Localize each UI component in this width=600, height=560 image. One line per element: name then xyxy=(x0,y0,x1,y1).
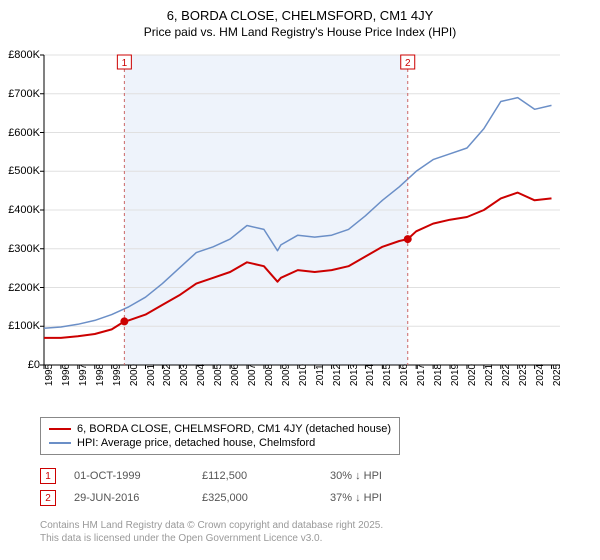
x-tick-label: 2005 xyxy=(213,364,224,386)
x-tick-label: 1996 xyxy=(61,364,72,386)
x-tick-label: 1995 xyxy=(44,364,55,386)
y-tick-label: £500K xyxy=(8,165,40,177)
x-tick-label: 2020 xyxy=(467,364,478,386)
legend-label: 6, BORDA CLOSE, CHELMSFORD, CM1 4JY (det… xyxy=(77,423,391,435)
x-tick-label: 2013 xyxy=(349,364,360,386)
marker-price: £112,500 xyxy=(202,470,312,482)
y-tick-label: £400K xyxy=(8,204,40,216)
legend-label: HPI: Average price, detached house, Chel… xyxy=(77,437,315,449)
y-tick-label: £800K xyxy=(8,49,40,61)
x-tick-label: 2014 xyxy=(365,364,376,386)
chart-title: 6, BORDA CLOSE, CHELMSFORD, CM1 4JY xyxy=(0,0,600,23)
chart-plot-area: 12 £0£100K£200K£300K£400K£500K£600K£700K… xyxy=(4,45,564,405)
x-tick-label: 2017 xyxy=(416,364,427,386)
marker-row: 2 29-JUN-2016 £325,000 37% ↓ HPI xyxy=(40,487,600,509)
x-tick-label: 2012 xyxy=(332,364,343,386)
x-tick-label: 2004 xyxy=(196,364,207,386)
y-tick-label: £700K xyxy=(8,88,40,100)
marker-delta: 30% ↓ HPI xyxy=(330,470,440,482)
marker-badge: 1 xyxy=(40,468,56,484)
legend-swatch xyxy=(49,428,71,430)
legend-item: 6, BORDA CLOSE, CHELMSFORD, CM1 4JY (det… xyxy=(49,422,391,436)
footer-line-1: Contains HM Land Registry data © Crown c… xyxy=(40,519,600,532)
x-tick-label: 2003 xyxy=(179,364,190,386)
x-tick-label: 2018 xyxy=(433,364,444,386)
x-tick-label: 2021 xyxy=(484,364,495,386)
legend-swatch xyxy=(49,442,71,444)
x-tick-label: 2009 xyxy=(281,364,292,386)
footer-line-2: This data is licensed under the Open Gov… xyxy=(40,532,600,545)
y-tick-label: £300K xyxy=(8,243,40,255)
marker-delta: 37% ↓ HPI xyxy=(330,492,440,504)
marker-badge: 2 xyxy=(40,490,56,506)
x-tick-label: 2016 xyxy=(399,364,410,386)
chart-svg: 12 xyxy=(4,45,564,405)
marker-date: 29-JUN-2016 xyxy=(74,492,184,504)
chart-container: 6, BORDA CLOSE, CHELMSFORD, CM1 4JY Pric… xyxy=(0,0,600,560)
x-tick-label: 2011 xyxy=(315,364,326,386)
x-tick-label: 2025 xyxy=(552,364,563,386)
x-tick-label: 2019 xyxy=(450,364,461,386)
x-tick-label: 1997 xyxy=(78,364,89,386)
x-tick-label: 2024 xyxy=(535,364,546,386)
x-tick-label: 2010 xyxy=(298,364,309,386)
x-tick-label: 2002 xyxy=(162,364,173,386)
legend-item: HPI: Average price, detached house, Chel… xyxy=(49,436,391,450)
marker-date: 01-OCT-1999 xyxy=(74,470,184,482)
x-tick-label: 2008 xyxy=(264,364,275,386)
x-tick-label: 2006 xyxy=(230,364,241,386)
y-tick-label: £0 xyxy=(28,359,40,371)
x-tick-label: 2015 xyxy=(382,364,393,386)
legend: 6, BORDA CLOSE, CHELMSFORD, CM1 4JY (det… xyxy=(40,417,400,455)
svg-text:2: 2 xyxy=(405,58,411,69)
y-tick-label: £200K xyxy=(8,282,40,294)
sale-markers-table: 1 01-OCT-1999 £112,500 30% ↓ HPI 2 29-JUN-201… xyxy=(40,465,600,509)
x-tick-label: 2007 xyxy=(247,364,258,386)
x-tick-label: 2023 xyxy=(518,364,529,386)
marker-row: 1 01-OCT-1999 £112,500 30% ↓ HPI xyxy=(40,465,600,487)
x-tick-label: 2000 xyxy=(129,364,140,386)
x-tick-label: 1998 xyxy=(95,364,106,386)
svg-text:1: 1 xyxy=(122,58,128,69)
x-tick-label: 1999 xyxy=(112,364,123,386)
x-tick-label: 2001 xyxy=(146,364,157,386)
chart-subtitle: Price paid vs. HM Land Registry's House … xyxy=(0,23,600,45)
marker-price: £325,000 xyxy=(202,492,312,504)
y-tick-label: £100K xyxy=(8,320,40,332)
y-tick-label: £600K xyxy=(8,127,40,139)
x-tick-label: 2022 xyxy=(501,364,512,386)
footer-attribution: Contains HM Land Registry data © Crown c… xyxy=(40,519,600,545)
